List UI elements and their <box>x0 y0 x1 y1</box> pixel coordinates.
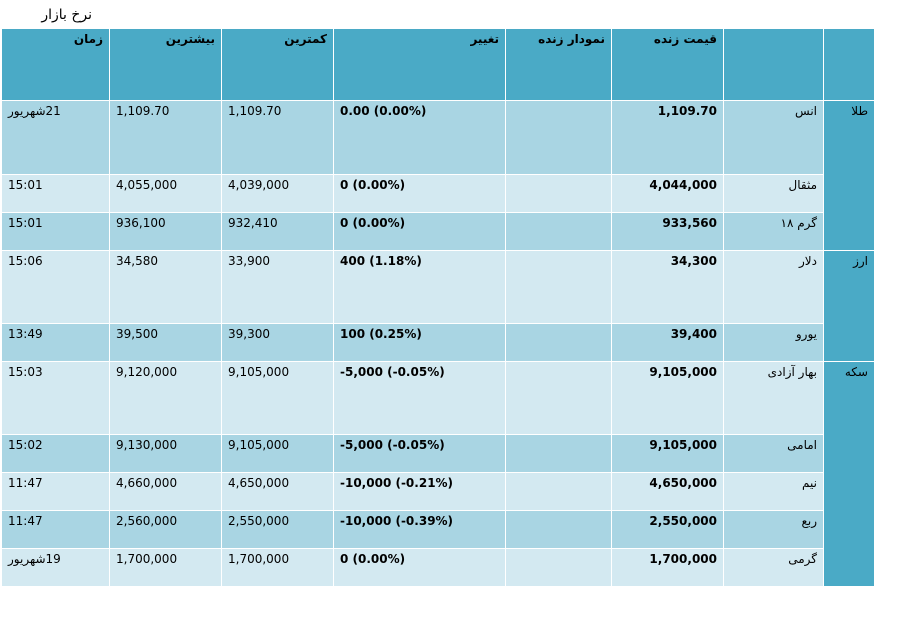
sparkline-header: نمودار زنده <box>505 28 612 101</box>
row-time: 11:47 <box>1 510 110 549</box>
row-high: 39,500 <box>109 323 222 362</box>
row-name: نیم <box>723 472 824 511</box>
group-header <box>823 28 875 101</box>
row-price: 9,105,000 <box>611 361 724 435</box>
row-sparkline <box>505 323 612 362</box>
row-high: 936,100 <box>109 212 222 251</box>
row-high: 1,700,000 <box>109 548 222 587</box>
table-row: ارز دلار 34,300 400 (1.18%) 33,900 34,58… <box>1 250 875 362</box>
row-low: 932,410 <box>221 212 334 251</box>
row-sparkline <box>505 434 612 473</box>
row-sparkline <box>505 212 612 251</box>
row-high: 9,130,000 <box>109 434 222 473</box>
row-price: 2,550,000 <box>611 510 724 549</box>
row-low: 9,105,000 <box>221 434 334 473</box>
header-row: قیمت زنده نمودار زنده تغییر کمترین بیشتر… <box>1 28 875 101</box>
row-change: 0 (0.00%) <box>340 216 406 230</box>
market-rates-table: قیمت زنده نمودار زنده تغییر کمترین بیشتر… <box>1 28 875 587</box>
row-high: 1,109.70 <box>109 100 222 175</box>
row-time: 15:01 <box>1 174 110 213</box>
row-time: 15:01 <box>1 212 110 251</box>
row-time: 15:02 <box>1 434 110 473</box>
row-sparkline <box>505 472 612 511</box>
row-high: 2,560,000 <box>109 510 222 549</box>
row-time: 21شهریور <box>1 100 110 175</box>
table-row: ربع 2,550,000 -10,000 (-0.39%) 2,550,000… <box>1 510 875 549</box>
row-low: 4,039,000 <box>221 174 334 213</box>
row-name: دلار <box>723 250 824 324</box>
table-row: امامی 9,105,000 -5,000 (-0.05%) 9,105,00… <box>1 434 875 473</box>
row-price: 39,400 <box>611 323 724 362</box>
row-time: 11:47 <box>1 472 110 511</box>
row-price: 4,044,000 <box>611 174 724 213</box>
row-low: 1,109.70 <box>221 100 334 175</box>
table-row: طلا انس 1,109.70 0.00 (0.00%) 1,109.70 1… <box>1 100 875 251</box>
row-sparkline <box>505 510 612 549</box>
row-high: 9,120,000 <box>109 361 222 435</box>
page-title: نرخ بازار <box>41 7 92 23</box>
group-label-gold: طلا <box>823 100 875 251</box>
row-time: 19شهریور <box>1 548 110 587</box>
row-time: 15:06 <box>1 250 110 324</box>
row-low: 9,105,000 <box>221 361 334 435</box>
row-price: 1,700,000 <box>611 548 724 587</box>
change-header: تغییر <box>333 28 506 101</box>
row-price: 1,109.70 <box>611 100 724 175</box>
row-time: 15:03 <box>1 361 110 435</box>
group-label-coins: سکه <box>823 361 875 587</box>
name-header <box>723 28 824 101</box>
row-low: 1,700,000 <box>221 548 334 587</box>
table-row: سکه بهار آزادی 9,105,000 -5,000 (-0.05%)… <box>1 361 875 587</box>
row-sparkline <box>505 250 612 324</box>
row-sparkline <box>505 548 612 587</box>
row-change: 0 (0.00%) <box>340 178 406 192</box>
row-name: بهار آزادی <box>723 361 824 435</box>
row-name: یورو <box>723 323 824 362</box>
row-change: 0.00 (0.00%) <box>340 104 427 118</box>
table-row: گرمی 1,700,000 0 (0.00%) 1,700,000 1,700… <box>1 548 875 587</box>
row-name: ربع <box>723 510 824 549</box>
price-header: قیمت زنده <box>611 28 724 101</box>
row-name: انس <box>723 100 824 175</box>
row-change: -10,000 (-0.39%) <box>340 514 454 528</box>
table-row: مثقال 4,044,000 0 (0.00%) 4,039,000 4,05… <box>1 174 875 213</box>
time-header: زمان <box>1 28 110 101</box>
row-sparkline <box>505 100 612 175</box>
high-header: بیشترین <box>109 28 222 101</box>
row-name: گرمی <box>723 548 824 587</box>
row-price: 4,650,000 <box>611 472 724 511</box>
table-row: یورو 39,400 100 (0.25%) 39,300 39,500 13… <box>1 323 875 362</box>
row-price: 933,560 <box>611 212 724 251</box>
row-name: امامی <box>723 434 824 473</box>
row-low: 39,300 <box>221 323 334 362</box>
row-change: -5,000 (-0.05%) <box>340 438 445 452</box>
row-high: 34,580 <box>109 250 222 324</box>
row-high: 4,055,000 <box>109 174 222 213</box>
table-row: گرم ۱۸ 933,560 0 (0.00%) 932,410 936,100… <box>1 212 875 251</box>
group-label-currency: ارز <box>823 250 875 362</box>
row-price: 9,105,000 <box>611 434 724 473</box>
row-change: -5,000 (-0.05%) <box>340 365 445 379</box>
row-name: گرم ۱۸ <box>723 212 824 251</box>
row-sparkline <box>505 361 612 435</box>
row-change: 0 (0.00%) <box>340 552 406 566</box>
row-sparkline <box>505 174 612 213</box>
row-price: 34,300 <box>611 250 724 324</box>
row-time: 13:49 <box>1 323 110 362</box>
table-row: نیم 4,650,000 -10,000 (-0.21%) 4,650,000… <box>1 472 875 511</box>
low-header: کمترین <box>221 28 334 101</box>
row-change: 400 (1.18%) <box>340 254 422 268</box>
row-low: 33,900 <box>221 250 334 324</box>
row-high: 4,660,000 <box>109 472 222 511</box>
row-low: 2,550,000 <box>221 510 334 549</box>
row-change: -10,000 (-0.21%) <box>340 476 454 490</box>
row-name: مثقال <box>723 174 824 213</box>
row-change: 100 (0.25%) <box>340 327 422 341</box>
row-low: 4,650,000 <box>221 472 334 511</box>
